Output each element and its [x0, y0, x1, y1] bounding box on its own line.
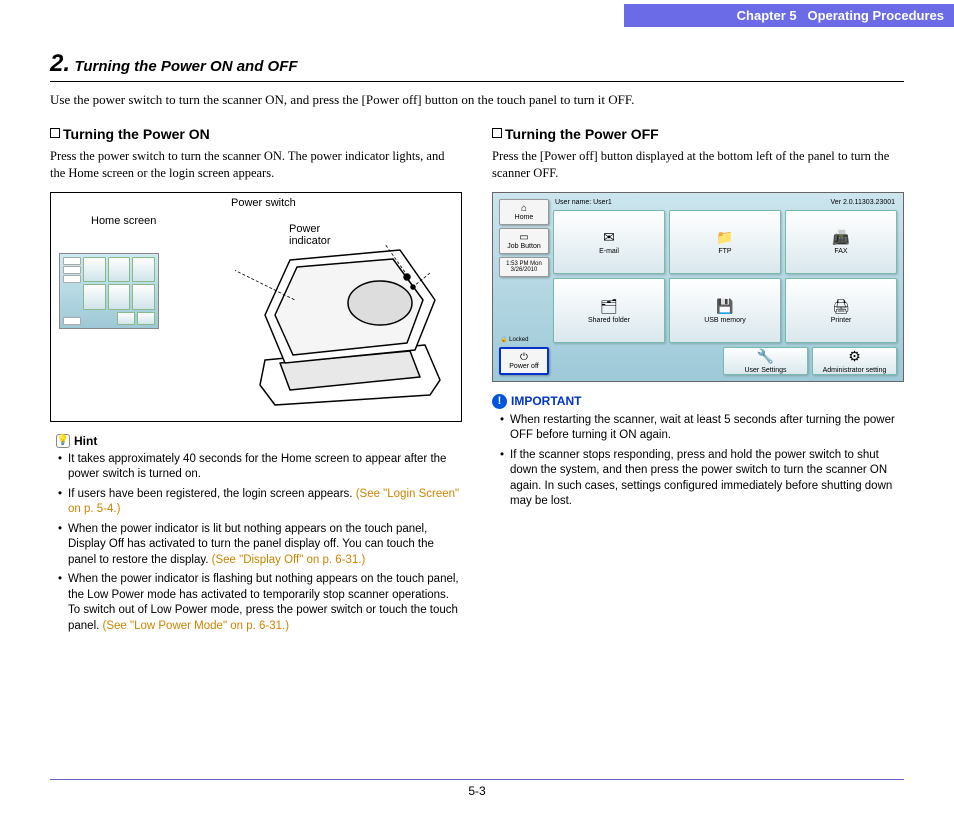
important-item: When restarting the scanner, wait at lea…	[500, 413, 904, 444]
bullet-box-icon	[492, 128, 502, 138]
touch-sidebar: ⌂Home ▭Job Button 1:53 PM Mon 3/26/2010 …	[499, 199, 549, 375]
page-footer: 5-3	[50, 779, 904, 798]
bullet-box-icon	[50, 128, 60, 138]
page-number: 5-3	[468, 784, 485, 798]
touch-bottom-row: 🔧User Settings ⚙Administrator setting	[553, 347, 897, 375]
lightbulb-icon: 💡	[56, 434, 70, 448]
power-off-heading: Turning the Power OFF	[492, 126, 904, 142]
two-column-layout: Turning the Power ON Press the power swi…	[50, 126, 904, 638]
power-off-button[interactable]: ⏻Power off	[499, 347, 549, 375]
intro-text: Use the power switch to turn the scanner…	[50, 92, 904, 108]
touch-card-shared-folder[interactable]: 🗂Shared folder	[553, 278, 665, 343]
touch-top-bar: User name: User1Ver 2.0.11303.23001	[553, 199, 897, 206]
power-on-heading: Turning the Power ON	[50, 126, 462, 142]
left-column: Turning the Power ON Press the power swi…	[50, 126, 462, 638]
section-number: 2.	[50, 50, 70, 77]
touch-card-e-mail[interactable]: ✉E-mail	[553, 210, 665, 275]
chapter-title: Operating Procedures	[807, 8, 944, 23]
label-power-switch: Power switch	[231, 197, 296, 209]
section-title: 2. Turning the Power ON and OFF	[50, 50, 904, 82]
power-on-body: Press the power switch to turn the scann…	[50, 148, 462, 182]
section-heading: Turning the Power ON and OFF	[74, 58, 297, 75]
cross-reference-link[interactable]: (See "Display Off" on p. 6-31.)	[212, 554, 366, 566]
hint-list: It takes approximately 40 seconds for th…	[50, 452, 462, 635]
important-icon: !	[492, 394, 507, 409]
scanner-drawing	[235, 245, 455, 415]
power-off-body: Press the [Power off] button displayed a…	[492, 148, 904, 182]
label-power-indicator: Powerindicator	[289, 223, 331, 247]
home-screen-thumbnail	[59, 253, 159, 329]
touch-card-printer[interactable]: 🖨Printer	[785, 278, 897, 343]
right-column: Turning the Power OFF Press the [Power o…	[492, 126, 904, 638]
hint-header: 💡 Hint	[56, 434, 462, 448]
job-button[interactable]: ▭Job Button	[499, 228, 549, 254]
important-item: If the scanner stops responding, press a…	[500, 448, 904, 510]
scanner-figure: Power switch Home screen Powerindicator	[50, 192, 462, 422]
touch-card-ftp[interactable]: 📁FTP	[669, 210, 781, 275]
cross-reference-link[interactable]: (See "Low Power Mode" on p. 6-31.)	[103, 620, 290, 632]
touch-card-fax[interactable]: 📠FAX	[785, 210, 897, 275]
locked-label: 🔒 Locked	[499, 335, 549, 344]
important-header: ! IMPORTANT	[492, 394, 904, 409]
hint-item: When the power indicator is lit but noth…	[58, 522, 462, 569]
home-button[interactable]: ⌂Home	[499, 199, 549, 225]
page-content: 2. Turning the Power ON and OFF Use the …	[0, 0, 954, 638]
touch-card-usb-memory[interactable]: 💾USB memory	[669, 278, 781, 343]
clock-display: 1:53 PM Mon 3/26/2010	[499, 257, 549, 277]
user-settings-button[interactable]: 🔧User Settings	[723, 347, 808, 375]
chapter-header: Chapter 5 Operating Procedures	[624, 4, 954, 27]
hint-item: When the power indicator is flashing but…	[58, 572, 462, 634]
important-list: When restarting the scanner, wait at lea…	[492, 413, 904, 510]
cross-reference-link[interactable]: (See "Login Screen" on p. 5-4.)	[68, 488, 459, 516]
hint-item: It takes approximately 40 seconds for th…	[58, 452, 462, 483]
touch-panel-figure: ⌂Home ▭Job Button 1:53 PM Mon 3/26/2010 …	[492, 192, 904, 382]
hint-item: If users have been registered, the login…	[58, 487, 462, 518]
chapter-num: Chapter 5	[737, 8, 797, 23]
admin-settings-button[interactable]: ⚙Administrator setting	[812, 347, 897, 375]
touch-main: User name: User1Ver 2.0.11303.23001 ✉E-m…	[553, 199, 897, 375]
label-home-screen: Home screen	[91, 215, 156, 227]
